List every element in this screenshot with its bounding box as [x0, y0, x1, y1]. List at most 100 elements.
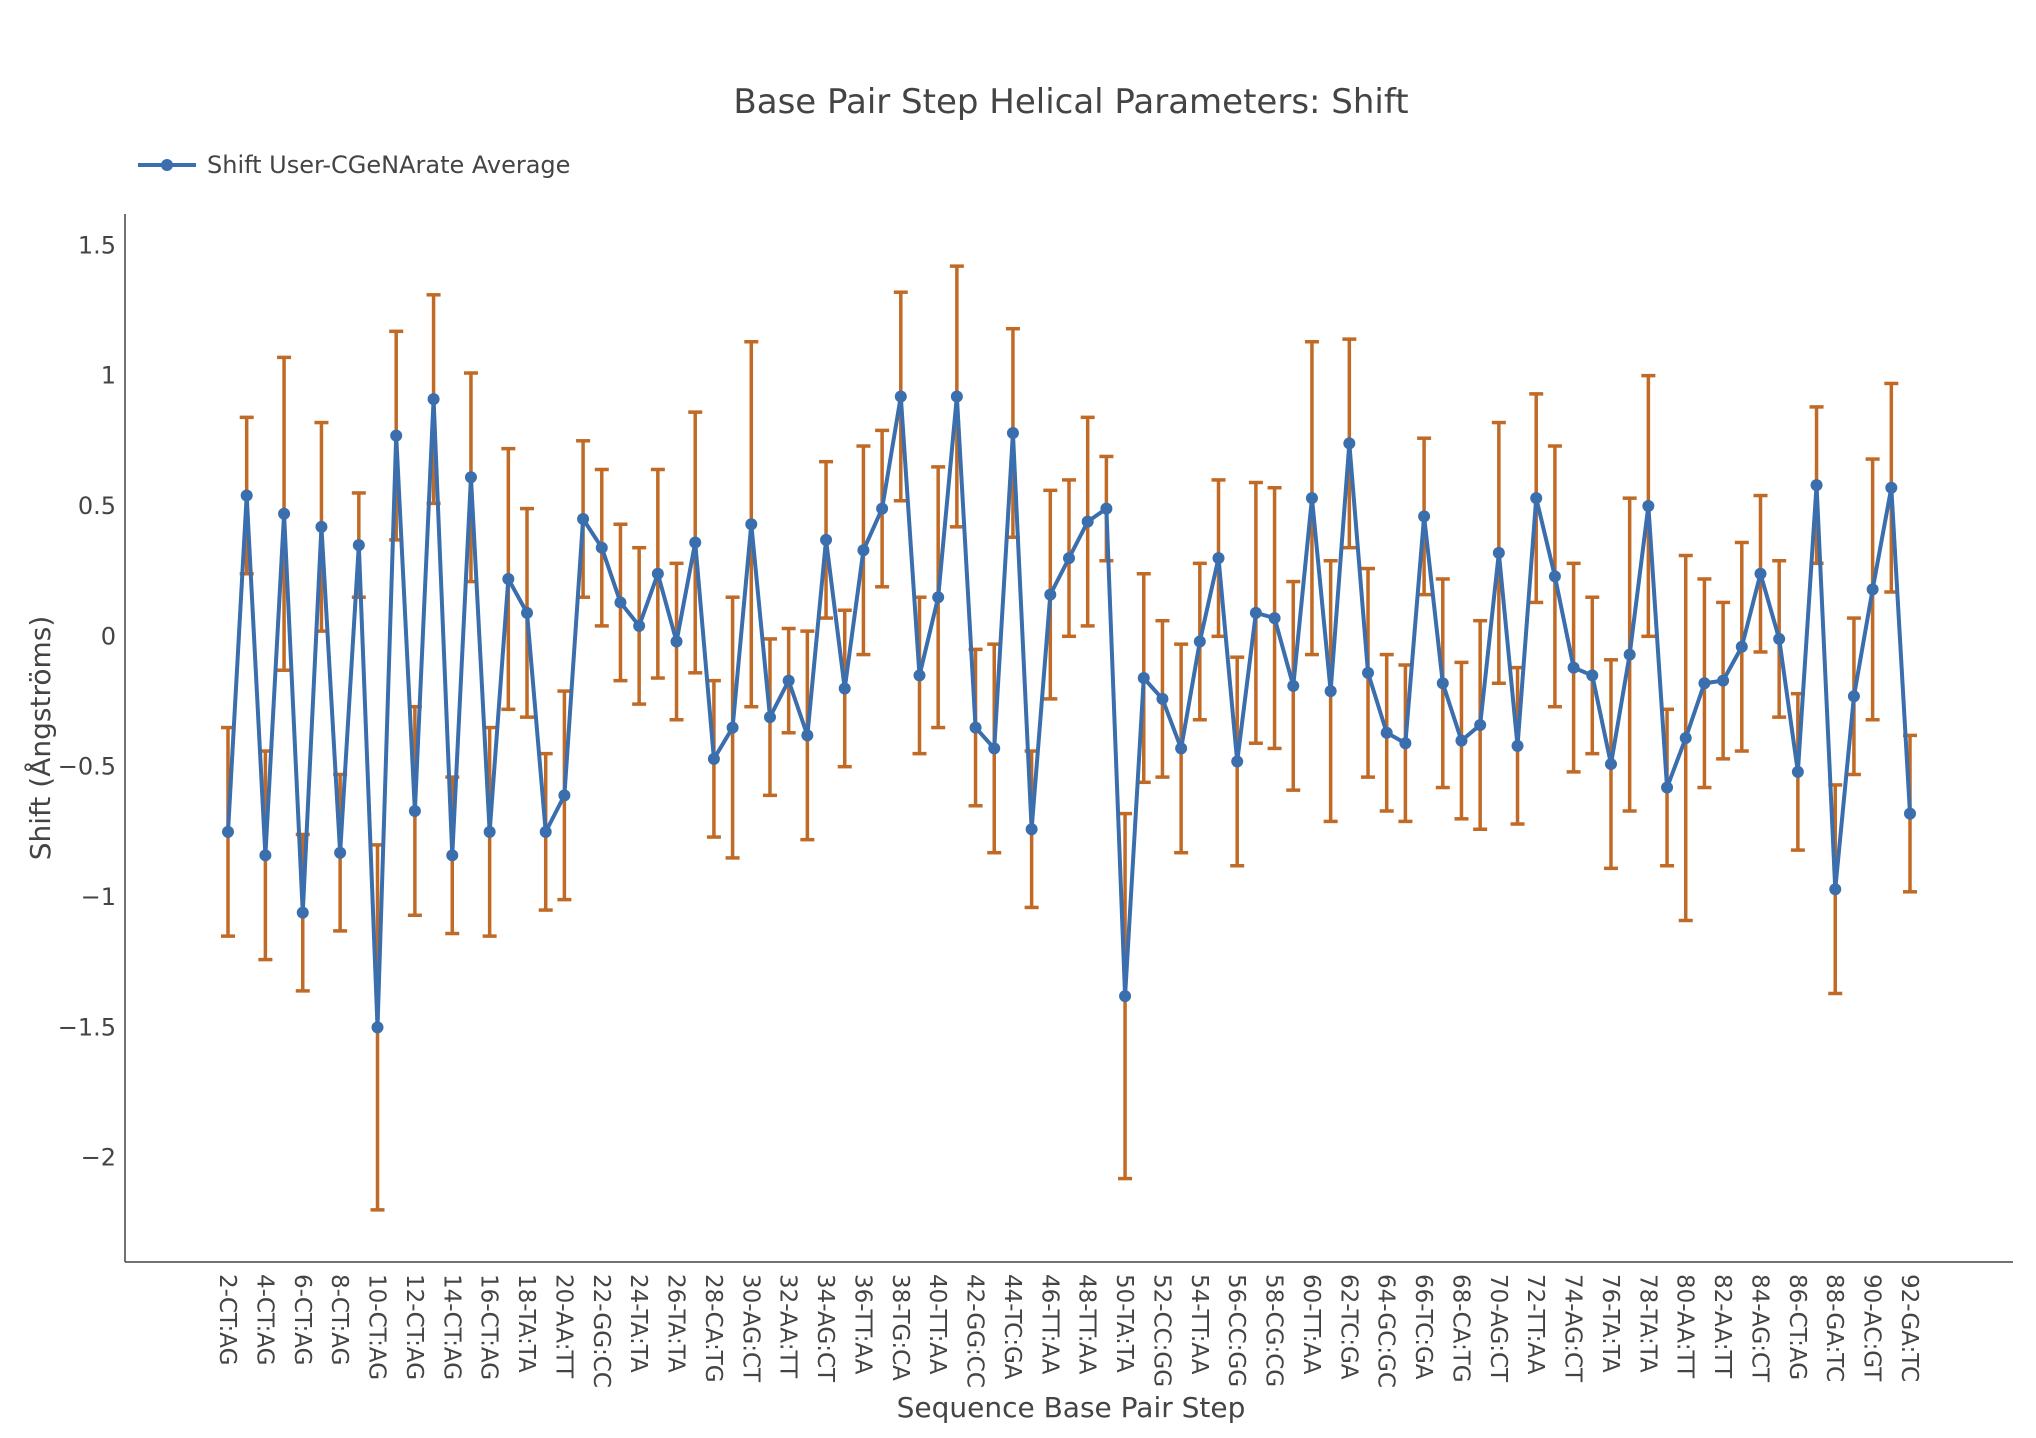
data-point[interactable]: [1661, 781, 1674, 794]
data-point[interactable]: [1530, 492, 1543, 505]
data-point[interactable]: [1586, 669, 1599, 682]
data-point[interactable]: [988, 742, 1001, 755]
data-point[interactable]: [1006, 426, 1019, 439]
data-point[interactable]: [763, 711, 776, 724]
data-point[interactable]: [1137, 672, 1150, 685]
data-point[interactable]: [1268, 612, 1281, 625]
data-point[interactable]: [1754, 567, 1767, 580]
data-point[interactable]: [278, 507, 291, 520]
data-point[interactable]: [427, 393, 440, 406]
data-point[interactable]: [1362, 666, 1375, 679]
data-point[interactable]: [352, 539, 365, 552]
data-point[interactable]: [1119, 990, 1132, 1003]
data-point[interactable]: [894, 390, 907, 403]
data-point[interactable]: [726, 721, 739, 734]
data-point[interactable]: [1548, 570, 1561, 583]
data-point[interactable]: [820, 533, 833, 546]
data-point[interactable]: [558, 789, 571, 802]
data-point[interactable]: [464, 471, 477, 484]
data-point[interactable]: [1175, 742, 1188, 755]
y-tick-label: 1: [101, 362, 116, 390]
data-point[interactable]: [1773, 632, 1786, 645]
data-point[interactable]: [595, 541, 608, 554]
y-tick-label: −1: [81, 883, 116, 911]
data-point[interactable]: [521, 606, 534, 619]
data-point[interactable]: [1063, 552, 1075, 565]
data-point[interactable]: [1698, 677, 1711, 690]
x-tick-label: 38-TG:CA: [887, 1274, 913, 1381]
data-point[interactable]: [408, 804, 421, 817]
data-point[interactable]: [1717, 674, 1730, 687]
data-point[interactable]: [1436, 677, 1449, 690]
x-tick-label: 40-TT:AA: [924, 1274, 950, 1375]
x-tick-label: 86-CT:AG: [1784, 1274, 1810, 1380]
data-point[interactable]: [838, 682, 851, 695]
data-point[interactable]: [1231, 755, 1244, 768]
data-point[interactable]: [1044, 588, 1057, 601]
data-point[interactable]: [857, 544, 870, 557]
data-point[interactable]: [1324, 685, 1337, 698]
data-point[interactable]: [1885, 481, 1898, 494]
data-point[interactable]: [1305, 492, 1318, 505]
data-point[interactable]: [1249, 606, 1262, 619]
data-point[interactable]: [483, 825, 496, 838]
data-point[interactable]: [259, 849, 272, 862]
data-point[interactable]: [1810, 479, 1823, 492]
data-point[interactable]: [1604, 758, 1617, 771]
data-point[interactable]: [502, 572, 515, 585]
data-point[interactable]: [651, 567, 664, 580]
legend[interactable]: Shift User-CGeNArate Average: [138, 151, 570, 179]
data-point[interactable]: [222, 825, 234, 838]
data-point[interactable]: [670, 635, 683, 648]
data-point[interactable]: [1866, 583, 1879, 596]
data-point[interactable]: [1025, 823, 1038, 836]
data-point[interactable]: [932, 591, 945, 604]
data-point[interactable]: [1642, 499, 1655, 512]
data-point[interactable]: [1212, 552, 1225, 565]
data-point[interactable]: [801, 729, 814, 742]
data-point[interactable]: [1287, 679, 1300, 692]
data-point[interactable]: [1418, 510, 1431, 523]
data-point[interactable]: [1735, 640, 1748, 653]
data-point[interactable]: [1081, 515, 1094, 528]
data-point[interactable]: [539, 825, 552, 838]
data-point[interactable]: [913, 669, 926, 682]
data-point[interactable]: [1156, 692, 1169, 705]
data-point[interactable]: [1100, 502, 1113, 515]
data-point[interactable]: [1623, 648, 1636, 661]
data-point[interactable]: [334, 846, 347, 859]
data-point[interactable]: [371, 1021, 384, 1034]
data-point[interactable]: [689, 536, 702, 549]
x-tick-label: 50-TA:TA: [1111, 1274, 1137, 1373]
data-point[interactable]: [1399, 737, 1412, 750]
x-tick-label: 32-AA:TT: [775, 1274, 801, 1379]
data-point[interactable]: [1343, 437, 1356, 450]
data-point[interactable]: [296, 906, 309, 919]
data-point[interactable]: [745, 518, 758, 531]
data-point[interactable]: [1567, 661, 1580, 674]
data-point[interactable]: [1829, 883, 1842, 896]
data-point[interactable]: [1791, 765, 1804, 778]
data-point[interactable]: [315, 520, 328, 533]
data-point[interactable]: [876, 502, 889, 515]
x-tick-label: 48-TT:AA: [1074, 1274, 1100, 1375]
data-point[interactable]: [614, 596, 627, 609]
data-point[interactable]: [1511, 739, 1524, 752]
data-point[interactable]: [1847, 690, 1860, 703]
data-point[interactable]: [1380, 726, 1393, 739]
data-point[interactable]: [707, 752, 720, 765]
data-point[interactable]: [446, 849, 459, 862]
data-point[interactable]: [1193, 635, 1206, 648]
data-point[interactable]: [950, 390, 963, 403]
data-point[interactable]: [1455, 734, 1468, 747]
data-point[interactable]: [782, 674, 795, 687]
data-point[interactable]: [577, 513, 590, 526]
data-point[interactable]: [240, 489, 253, 502]
data-point[interactable]: [1492, 546, 1505, 559]
data-point[interactable]: [1474, 718, 1487, 731]
data-point[interactable]: [633, 619, 646, 632]
data-point[interactable]: [390, 429, 403, 442]
data-point[interactable]: [1904, 807, 1916, 820]
data-point[interactable]: [969, 721, 982, 734]
data-point[interactable]: [1679, 732, 1692, 744]
